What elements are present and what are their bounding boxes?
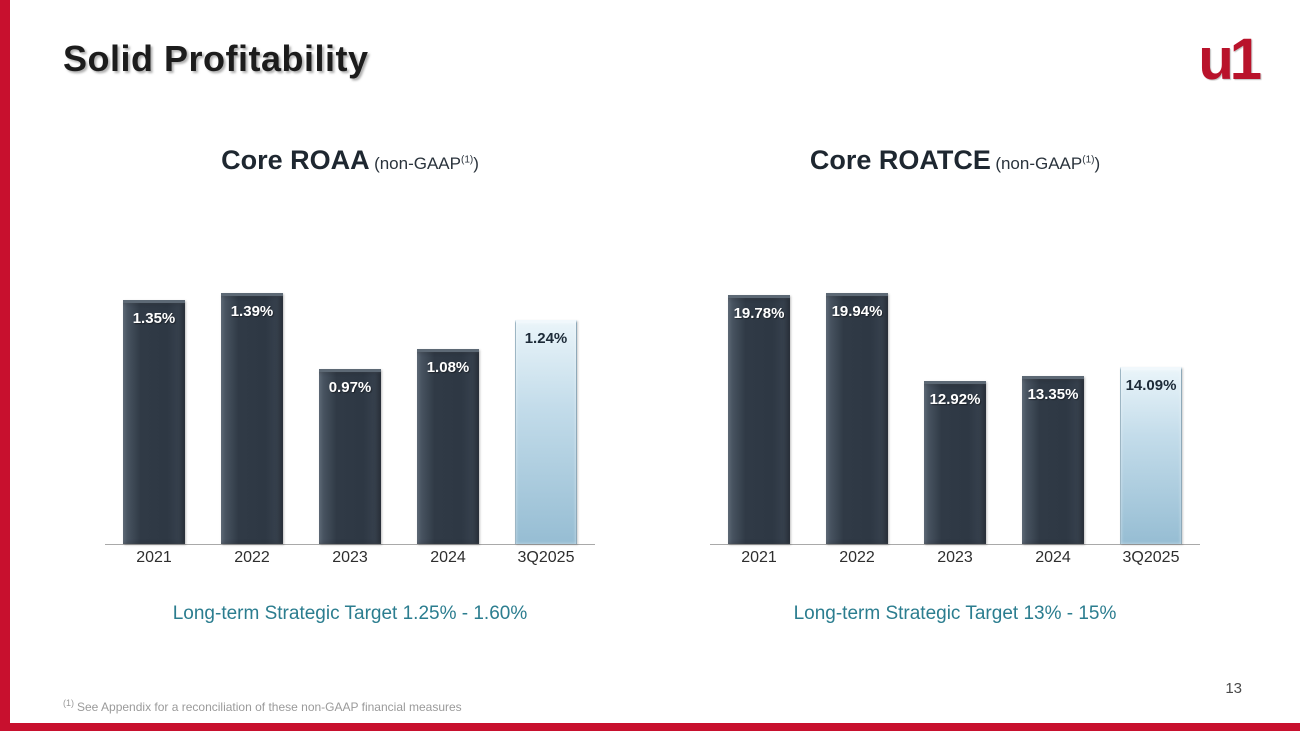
bar-column: 1.39% <box>203 282 301 544</box>
x-axis-labels: 2021 2022 2023 2024 3Q2025 <box>105 549 595 573</box>
bar-3Q2025: 1.24% <box>515 319 577 544</box>
x-axis-label-3Q2025: 3Q2025 <box>517 549 575 566</box>
subtitle-superscript: (1) <box>1082 154 1095 166</box>
bar-value-label: 1.35% <box>132 310 176 328</box>
chart-title: Core ROAA (non-GAAP(1)) <box>105 145 595 176</box>
slide-title: Solid Profitability <box>63 38 369 79</box>
bar-value-label: 19.94% <box>831 302 883 320</box>
bar-2024: 13.35% <box>1022 375 1084 544</box>
bar-column: 19.78% <box>710 282 808 544</box>
bar-2022: 19.94% <box>826 292 888 544</box>
x-axis-label-2022: 2022 <box>839 549 875 566</box>
chart-title-subtitle: (non-GAAP(1)) <box>995 154 1100 173</box>
footnote: (1) See Appendix for a reconciliation of … <box>63 698 462 714</box>
bar-column: 12.92% <box>906 282 1004 544</box>
x-axis-label-2022: 2022 <box>234 549 270 566</box>
chart-title-main: Core ROAA <box>221 145 370 175</box>
bar-plot-area: 19.78% 19.94% 12.92% 13.35% 14.09% <box>710 282 1200 545</box>
bar-value-label: 1.24% <box>524 329 568 347</box>
bar-column: 13.35% <box>1004 282 1102 544</box>
subtitle-pre: (non-GAAP <box>374 154 461 173</box>
bar-2021: 1.35% <box>123 300 185 544</box>
bar-column: 1.35% <box>105 282 203 544</box>
chart-title-main: Core ROATCE <box>809 145 991 175</box>
bottom-accent-bar <box>0 723 1300 731</box>
bar-value-label: 0.97% <box>328 378 372 396</box>
x-axis-label-2021: 2021 <box>741 549 777 566</box>
x-axis-label-2023: 2023 <box>937 549 973 566</box>
bar-2023: 0.97% <box>319 368 381 544</box>
subtitle-superscript: (1) <box>461 154 474 166</box>
bar-plot-area: 1.35% 1.39% 0.97% 1.08% 1.24% <box>105 282 595 545</box>
chart-core-roatce: Core ROATCE (non-GAAP(1)) 19.78% 19.94% 12… <box>710 135 1200 645</box>
bar-column: 19.94% <box>808 282 906 544</box>
subtitle-post: ) <box>473 154 479 173</box>
bar-column: 14.09% <box>1102 282 1200 544</box>
x-axis-labels: 2021 2022 2023 2024 3Q2025 <box>710 549 1200 573</box>
bar-value-label: 1.39% <box>230 302 274 320</box>
x-axis-label-2023: 2023 <box>332 549 368 566</box>
subtitle-post: ) <box>1094 154 1101 173</box>
bar-3Q2025: 14.09% <box>1120 366 1182 544</box>
bar-value-label: 19.78% <box>733 304 785 322</box>
bar-column: 1.24% <box>497 282 595 544</box>
bar-value-label: 13.35% <box>1027 385 1079 403</box>
bar-column: 1.08% <box>399 282 497 544</box>
strategic-target-text: Long-term Strategic Target 1.25% - 1.60% <box>172 603 528 624</box>
bar-2022: 1.39% <box>221 292 283 544</box>
chart-title-subtitle: (non-GAAP(1)) <box>374 154 479 173</box>
bar-value-label: 1.08% <box>426 358 470 376</box>
company-logo: u1 <box>1198 27 1262 92</box>
x-axis-label-3Q2025: 3Q2025 <box>1122 549 1180 566</box>
bar-2024: 1.08% <box>417 348 479 544</box>
bar-2023: 12.92% <box>924 381 986 544</box>
footnote-superscript: (1) <box>63 698 74 708</box>
strategic-target-text: Long-term Strategic Target 13% - 15% <box>793 603 1117 624</box>
subtitle-pre: (non-GAAP <box>995 154 1083 173</box>
bar-value-label: 14.09% <box>1125 376 1177 394</box>
footnote-text: See Appendix for a reconciliation of the… <box>77 700 462 714</box>
page-number: 13 <box>1225 680 1242 697</box>
x-axis-label-2021: 2021 <box>136 549 172 566</box>
x-axis-label-2024: 2024 <box>1035 549 1071 566</box>
bar-value-label: 12.92% <box>929 391 981 409</box>
bar-column: 0.97% <box>301 282 399 544</box>
chart-title: Core ROATCE (non-GAAP(1)) <box>710 145 1200 176</box>
chart-core-roaa: Core ROAA (non-GAAP(1)) 1.35% 1.39% 0.97% 1… <box>105 135 595 645</box>
x-axis-label-2024: 2024 <box>430 549 466 566</box>
bar-2021: 19.78% <box>728 294 790 544</box>
left-accent-bar <box>0 0 10 731</box>
